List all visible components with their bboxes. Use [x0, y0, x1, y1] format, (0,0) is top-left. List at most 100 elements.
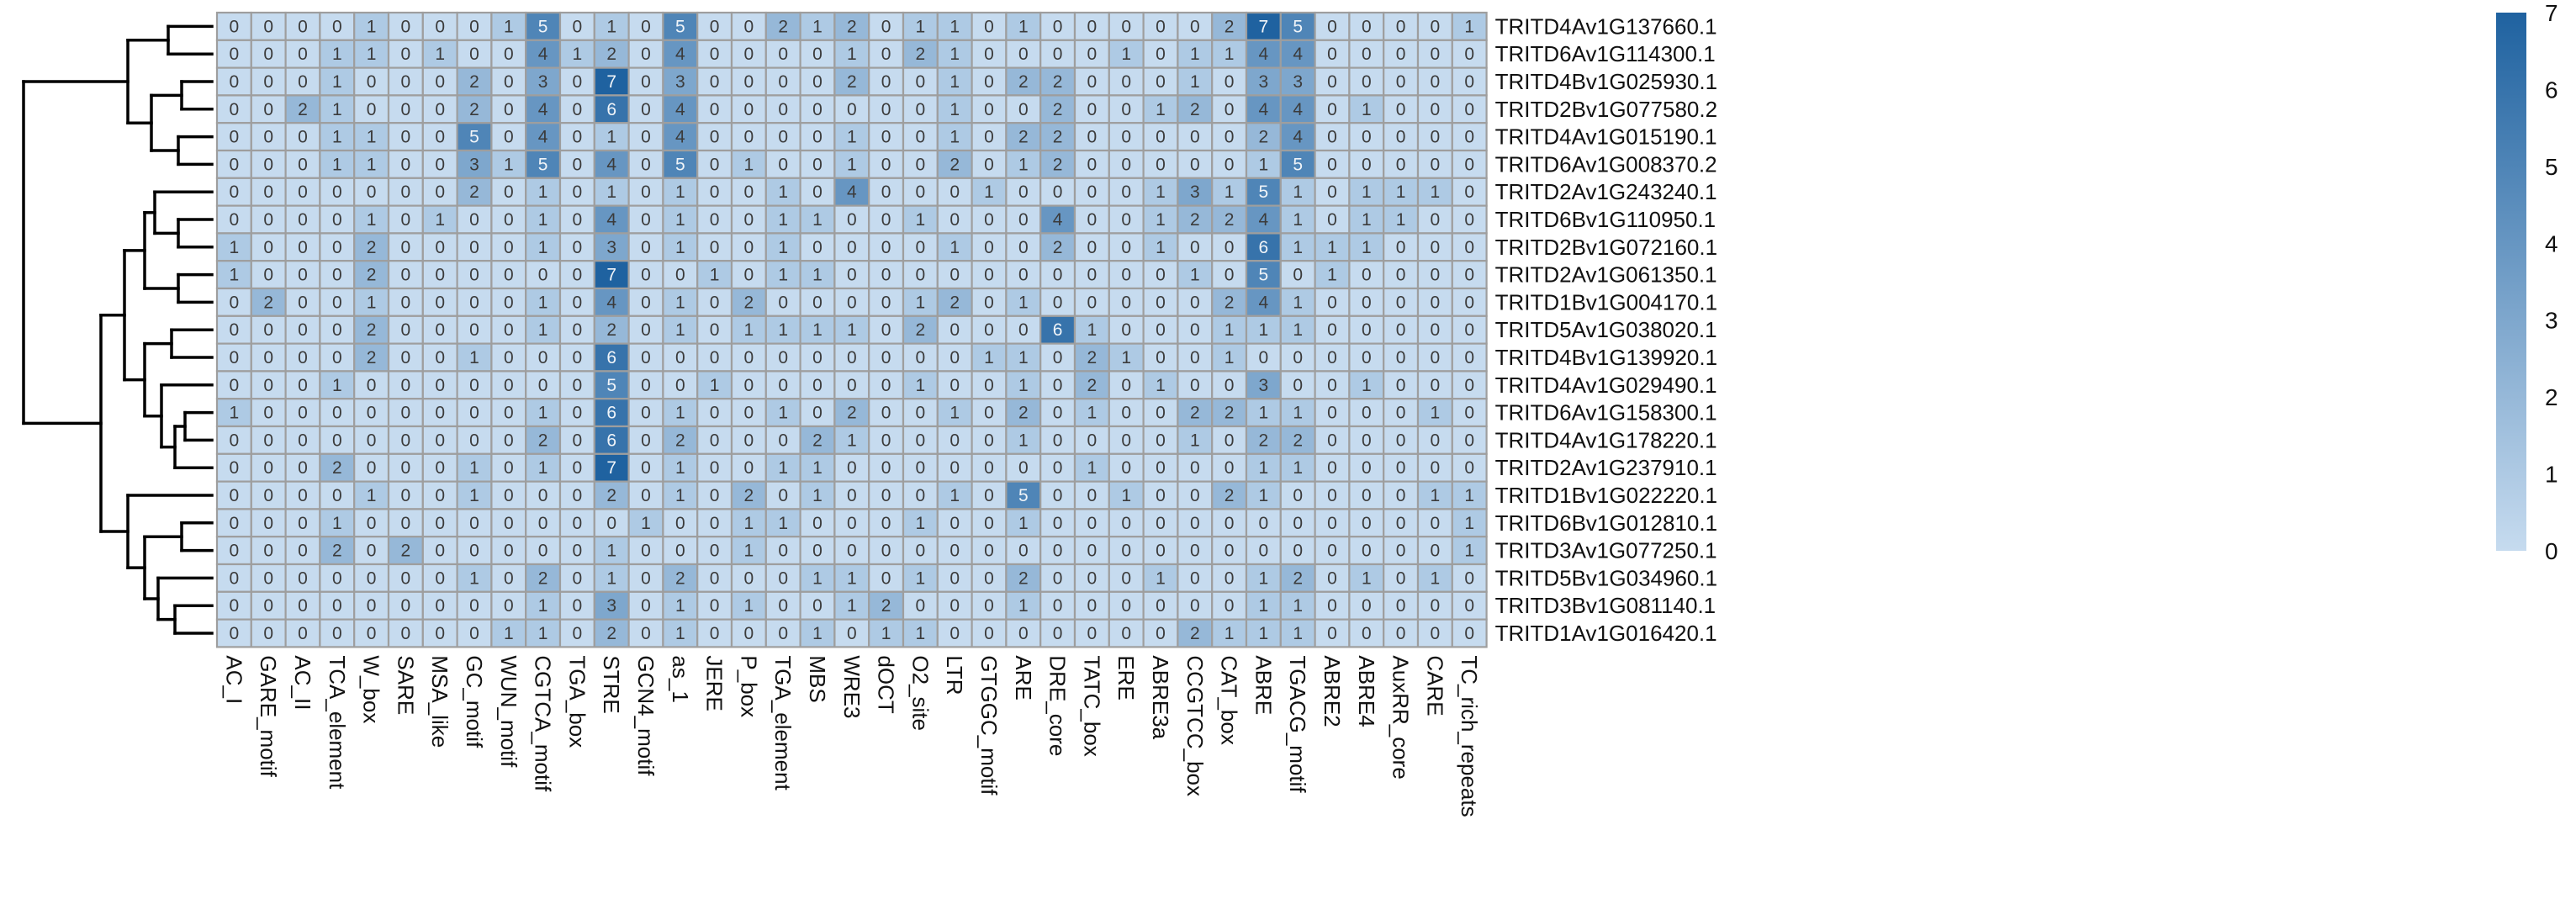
- heatmap-cell: [696, 425, 733, 455]
- legend-tick-label: 2: [2545, 384, 2558, 410]
- cell-value-label: 0: [1121, 266, 1131, 285]
- cell-value-label: 0: [401, 72, 411, 92]
- heatmap-cell: [902, 11, 939, 41]
- cell-value-label: 0: [778, 45, 788, 64]
- cell-value-label: 3: [1190, 182, 1200, 202]
- cell-value-label: 1: [1156, 238, 1166, 257]
- cell-value-label: 0: [881, 376, 891, 395]
- cell-value-label: 1: [778, 182, 788, 202]
- heatmap-cell: [215, 122, 252, 152]
- heatmap-cell: [1108, 260, 1145, 290]
- cell-value-label: 0: [1156, 458, 1166, 478]
- column-label: GCN4_motif: [633, 655, 659, 776]
- heatmap-cell: [421, 122, 458, 152]
- heatmap-cell: [456, 122, 493, 152]
- heatmap-cell: [1142, 452, 1179, 483]
- cell-value-label: 0: [263, 182, 273, 202]
- cell-value-label: 2: [847, 17, 857, 36]
- cell-value-label: 0: [778, 128, 788, 147]
- cell-value-label: 0: [641, 486, 651, 505]
- cell-value-label: 4: [1053, 210, 1063, 230]
- heatmap-cell: [971, 536, 1008, 566]
- cell-value-label: 0: [949, 514, 960, 533]
- heatmap-cell: [730, 536, 767, 566]
- heatmap-cell: [799, 618, 836, 648]
- heatmap-cell: [1005, 122, 1042, 152]
- cell-value-label: 0: [1396, 72, 1406, 92]
- cell-value-label: 0: [1362, 458, 1372, 478]
- heatmap-cell: [627, 260, 664, 290]
- cell-value-label: 1: [847, 155, 857, 174]
- cell-value-label: 1: [1018, 431, 1029, 450]
- cell-value-label: 0: [812, 155, 823, 174]
- cell-value-label: 5: [1259, 266, 1269, 285]
- cell-value-label: 0: [1156, 45, 1166, 64]
- cell-value-label: 0: [1087, 542, 1098, 561]
- cell-value-label: 4: [1259, 210, 1269, 230]
- cell-value-label: 0: [1225, 266, 1235, 285]
- cell-value-label: 0: [332, 238, 342, 257]
- cell-value-label: 0: [1464, 293, 1474, 312]
- cell-value-label: 0: [263, 238, 273, 257]
- cell-value-label: 0: [1225, 72, 1235, 92]
- cell-value-label: 0: [435, 568, 445, 588]
- cell-value-label: 0: [504, 266, 514, 285]
- heatmap-cell: [764, 39, 801, 69]
- cell-value-label: 4: [675, 128, 685, 147]
- cell-value-label: 4: [1259, 45, 1269, 64]
- heatmap-cell: [387, 122, 424, 152]
- cell-value-label: 0: [1018, 320, 1029, 340]
- heatmap-cell: [319, 94, 356, 124]
- cell-value-label: 0: [263, 624, 273, 643]
- cell-value-label: 0: [230, 596, 240, 616]
- cell-value-label: 0: [401, 128, 411, 147]
- cell-value-label: 0: [469, 542, 479, 561]
- cell-value-label: 1: [984, 348, 994, 367]
- heatmap-cell: [833, 536, 870, 566]
- cell-value-label: 6: [1053, 320, 1063, 340]
- cell-value-label: 3: [538, 72, 548, 92]
- heatmap-cell: [1383, 342, 1420, 373]
- cell-value-label: 1: [332, 72, 342, 92]
- cell-value-label: 5: [1293, 17, 1303, 36]
- cell-value-label: 0: [1121, 596, 1131, 616]
- cell-value-label: 0: [401, 348, 411, 367]
- heatmap-cell: [215, 177, 252, 207]
- cell-value-label: 0: [744, 624, 754, 643]
- cell-value-label: 0: [1259, 348, 1269, 367]
- cell-value-label: 2: [847, 72, 857, 92]
- cell-value-label: 0: [847, 210, 857, 230]
- cell-value-label: 0: [1431, 458, 1441, 478]
- cell-value-label: 0: [641, 45, 651, 64]
- cell-value-label: 0: [1156, 514, 1166, 533]
- heatmap-cell: [456, 94, 493, 124]
- cell-value-label: 0: [469, 238, 479, 257]
- heatmap-cell: [833, 204, 870, 235]
- heatmap-cell: [456, 480, 493, 510]
- cell-value-label: 0: [710, 128, 720, 147]
- row-label: TRITD4Bv1G025930.1: [1495, 69, 1717, 94]
- heatmap-cell: [319, 370, 356, 400]
- heatmap-cell: [868, 287, 905, 317]
- cell-value-label: 0: [1396, 404, 1406, 423]
- cell-value-label: 0: [1396, 596, 1406, 616]
- heatmap-cell: [1108, 287, 1145, 317]
- cell-value-label: 0: [298, 72, 308, 92]
- cell-value-label: 0: [1464, 45, 1474, 64]
- cell-value-label: 1: [1396, 182, 1406, 202]
- heatmap-cell: [490, 122, 527, 152]
- cell-value-label: 6: [1259, 238, 1269, 257]
- cell-value-label: 4: [538, 100, 548, 119]
- cell-value-label: 1: [1225, 45, 1235, 64]
- cell-value-label: 0: [538, 514, 548, 533]
- cell-value-label: 0: [230, 100, 240, 119]
- cell-value-label: 6: [606, 404, 616, 423]
- heatmap-cell: [833, 39, 870, 69]
- cell-value-label: 0: [1464, 568, 1474, 588]
- cell-value-label: 0: [710, 182, 720, 202]
- cell-value-label: 0: [744, 17, 754, 36]
- cell-value-label: 0: [984, 100, 994, 119]
- heatmap-cell: [1142, 618, 1179, 648]
